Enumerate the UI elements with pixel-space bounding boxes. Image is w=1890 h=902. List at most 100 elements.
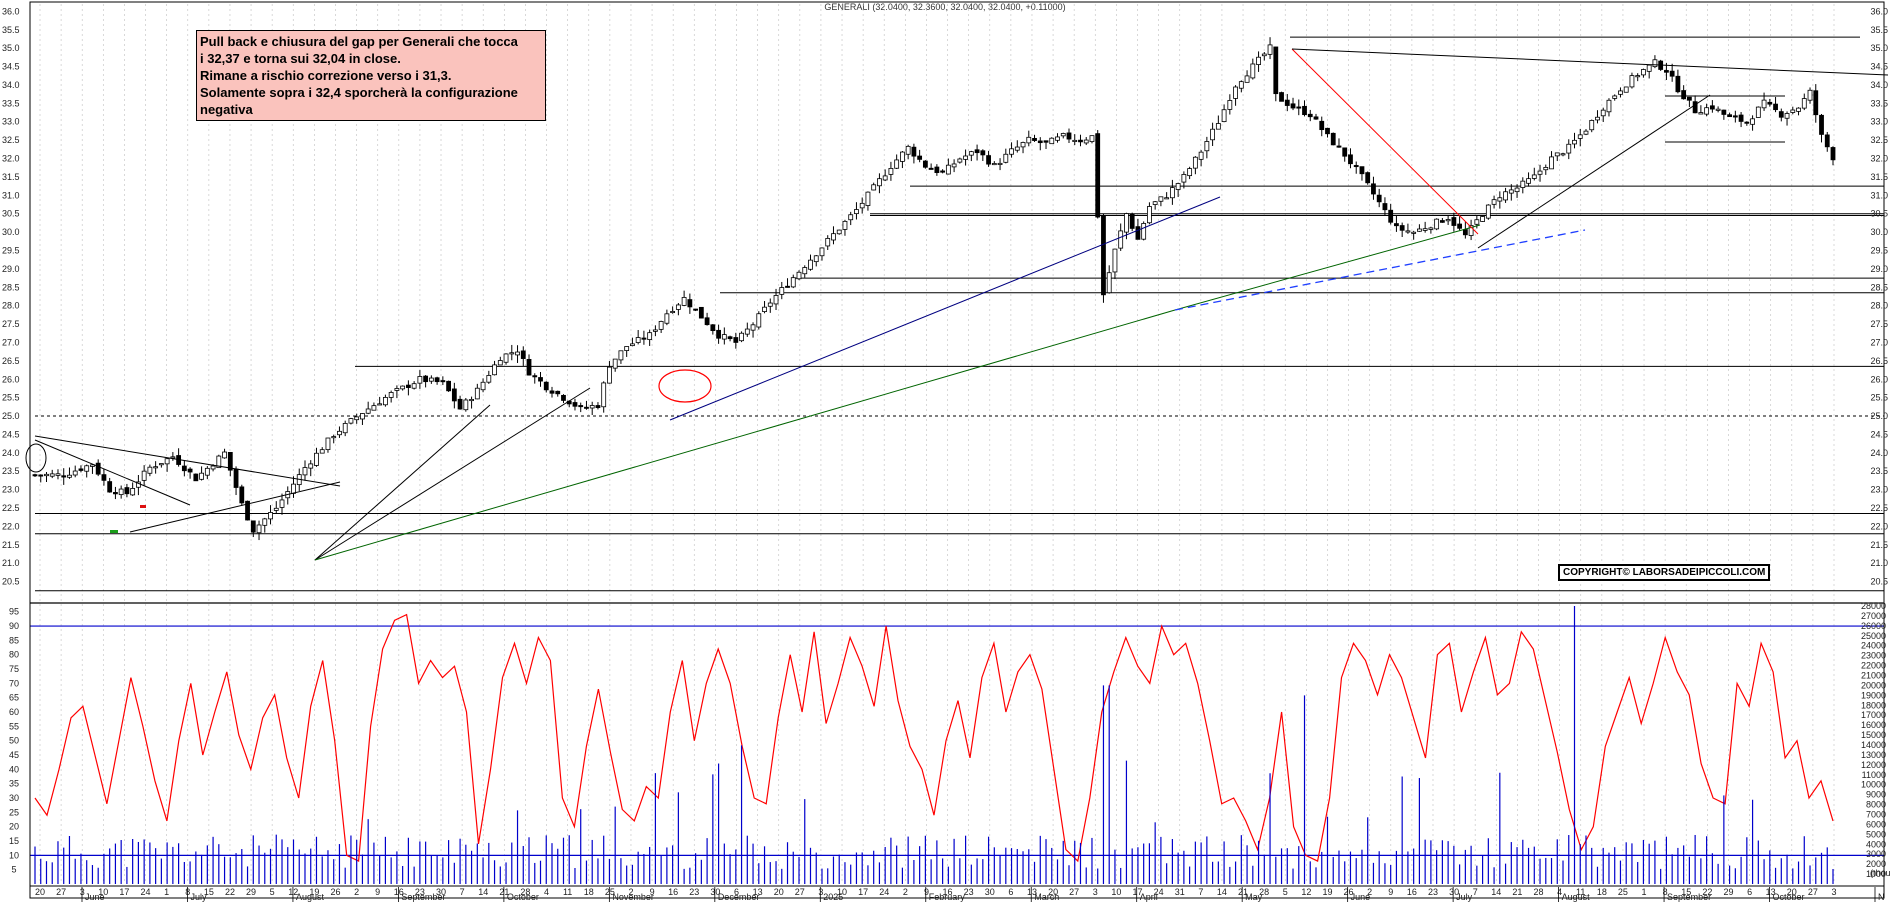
candle-body	[698, 306, 704, 319]
candle-body	[980, 150, 986, 156]
price-tick-label-right: 21.0	[1870, 558, 1888, 568]
oscillator-tick-label: 75	[9, 664, 19, 674]
day-tick-label: 2	[903, 887, 908, 897]
candle-body	[825, 238, 831, 247]
annotation-line: Solamente sopra i 32,4 sporcherà la conf…	[200, 85, 518, 100]
day-tick-label: 20	[1787, 887, 1797, 897]
volume-tick-label: 18000	[1861, 700, 1886, 710]
price-tick-label-left: 23.0	[2, 485, 20, 495]
candle-body	[325, 437, 331, 451]
candle-body	[549, 390, 555, 394]
candle-body	[607, 366, 612, 384]
price-tick-label-left: 33.5	[2, 98, 20, 108]
oscillator-tick-label: 5	[11, 865, 16, 875]
candle-body	[1675, 75, 1681, 93]
candle-body	[1037, 140, 1043, 144]
month-label: March	[1034, 892, 1059, 902]
price-tick-label-right: 27.5	[1870, 319, 1888, 329]
candle-body	[170, 456, 176, 459]
day-tick-label: 26	[1344, 887, 1354, 897]
candle-body	[222, 451, 227, 459]
day-tick-label: 6	[734, 887, 739, 897]
day-tick-label: 30	[985, 887, 995, 897]
candle-body	[1141, 223, 1147, 240]
oscillator-tick-label: 80	[9, 650, 19, 660]
price-tick-label-left: 26.0	[2, 374, 20, 384]
day-tick-label: 3	[818, 887, 823, 897]
candle-body	[630, 343, 635, 347]
candle-body	[1755, 106, 1761, 118]
candle-body	[451, 388, 457, 402]
price-tick-label-left: 23.5	[2, 466, 20, 476]
candle-body	[1388, 209, 1394, 223]
candle-body	[1727, 114, 1733, 118]
candle-body	[474, 387, 480, 400]
analysis-annotation: Pull back e chiusura del gap per General…	[196, 30, 546, 121]
candle-body	[721, 334, 727, 340]
candle-body	[256, 524, 262, 534]
day-tick-label: 19	[309, 887, 319, 897]
candle-body	[1451, 217, 1457, 226]
oscillator-tick-label: 20	[9, 822, 19, 832]
candle-body	[1003, 153, 1009, 163]
candle-body	[1669, 70, 1675, 77]
oscillator-tick-label: 55	[9, 721, 19, 731]
month-label: N	[1878, 892, 1885, 902]
candle-body	[652, 329, 658, 332]
candle-body	[1353, 165, 1359, 168]
day-tick-label: 22	[1702, 887, 1712, 897]
volume-tick-label: 17000	[1861, 710, 1886, 720]
price-tick-label-right: 31.0	[1870, 190, 1888, 200]
candle-body	[819, 247, 825, 257]
candle-body	[1790, 109, 1796, 113]
candle-body	[1181, 174, 1187, 183]
candle-body	[1750, 118, 1755, 125]
red-descending-line	[1291, 48, 1479, 235]
day-tick-label: 26	[330, 887, 340, 897]
candle-body	[1405, 230, 1411, 233]
oscillator-tick-label: 50	[9, 736, 19, 746]
volume-tick-label: 28000	[1861, 601, 1886, 611]
day-tick-label: 28	[1534, 887, 1544, 897]
candle-body	[831, 233, 836, 241]
day-tick-label: 24	[1154, 887, 1164, 897]
candle-body	[733, 337, 739, 343]
volume-tick-label: 5000	[1866, 829, 1886, 839]
candle-body	[463, 399, 469, 411]
candle-body	[1382, 203, 1388, 211]
day-tick-label: 2	[1367, 887, 1372, 897]
candle-body	[1572, 139, 1577, 145]
price-tick-label-right: 23.5	[1870, 466, 1888, 476]
candle-body	[1204, 141, 1210, 152]
candle-body	[963, 155, 968, 160]
candle-body	[796, 271, 802, 280]
candle-body	[779, 287, 785, 295]
candle-body	[95, 462, 101, 475]
copyright-label: COPYRIGHT© LABORSADEIPICCOLI.COM	[1558, 564, 1771, 581]
day-tick-label: 8	[1663, 887, 1668, 897]
candle-body	[1078, 139, 1083, 143]
candle-body	[1543, 167, 1549, 171]
candle-body	[492, 364, 497, 376]
day-tick-label: 20	[35, 887, 45, 897]
day-tick-label: 3	[1093, 887, 1098, 897]
candle-body	[383, 397, 388, 406]
price-tick-label-right: 20.5	[1870, 577, 1888, 587]
candle-body	[1284, 99, 1290, 106]
day-tick-label: 24	[141, 887, 151, 897]
month-label: August	[1562, 892, 1591, 902]
candle-body	[1302, 105, 1307, 116]
candle-body	[1325, 127, 1330, 135]
candle-body	[1715, 108, 1721, 111]
price-tick-label-right: 31.5	[1870, 172, 1888, 182]
price-tick-label-left: 27.5	[2, 319, 20, 329]
price-tick-label-right: 22.5	[1870, 503, 1888, 513]
candle-body	[1319, 120, 1325, 131]
candle-body	[1445, 219, 1451, 222]
candle-body	[589, 405, 595, 409]
candle-body	[1554, 152, 1560, 157]
candle-body	[813, 255, 819, 263]
day-tick-label: 9	[924, 887, 929, 897]
price-tick-label-left: 21.0	[2, 558, 20, 568]
